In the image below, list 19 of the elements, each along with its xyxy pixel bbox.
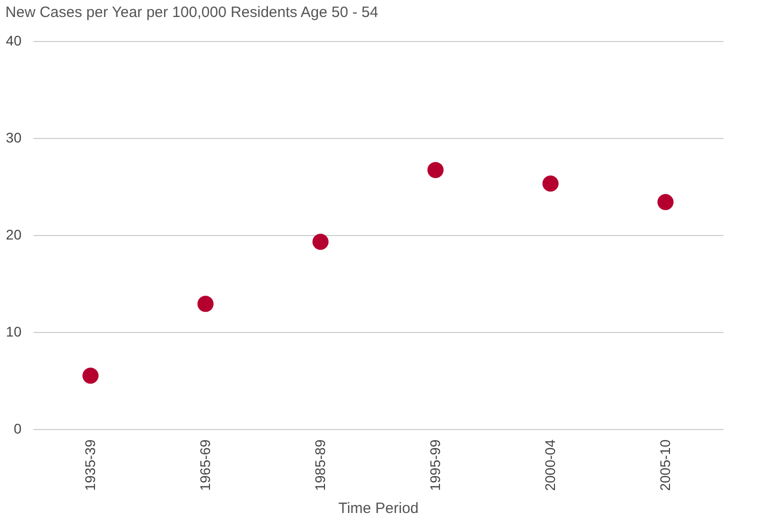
y-tick-label: 30 (6, 130, 22, 146)
y-tick-label: 40 (6, 32, 22, 48)
x-tick-label: 2000-04 (542, 439, 558, 491)
point (427, 162, 444, 178)
y-tick-label: 10 (6, 324, 22, 340)
point (312, 234, 329, 250)
point (82, 368, 99, 384)
x-axis-title: Time Period (338, 500, 419, 517)
x-tick-label: 1995-99 (427, 439, 443, 491)
x-tick-label: 1985-89 (312, 439, 328, 491)
point (542, 176, 559, 192)
x-tick-label: 1935-39 (82, 439, 98, 491)
x-tick-label: 1965-69 (197, 439, 213, 491)
point (197, 296, 214, 312)
x-tick-label: 2005-10 (657, 439, 673, 491)
chart-title: New Cases per Year per 100,000 Residents Age 50 - 54 (5, 4, 378, 21)
point (657, 194, 674, 210)
y-tick-label: 20 (6, 226, 22, 242)
y-tick-label: 0 (14, 420, 22, 436)
